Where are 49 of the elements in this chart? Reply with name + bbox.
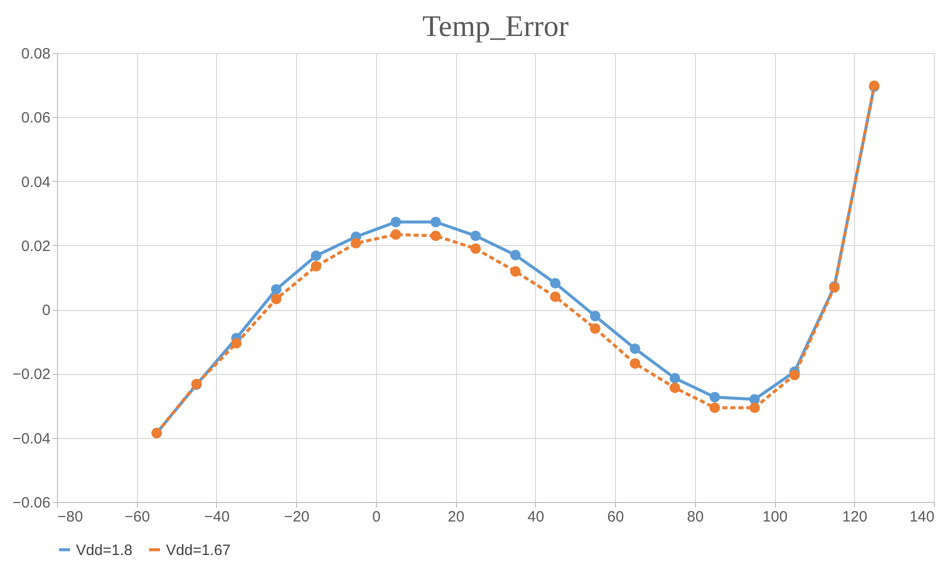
y-tick-label: −0.02 (12, 366, 50, 384)
y-tick-label: −0.06 (12, 494, 50, 512)
x-tick-label: 140 (909, 508, 934, 526)
point (271, 294, 282, 304)
y-tick-label: −0.04 (12, 430, 50, 448)
chart-title: Temp_Error (422, 10, 569, 43)
x-tick-label: 80 (686, 508, 704, 526)
point (749, 402, 760, 413)
x-tick-label: 20 (448, 508, 464, 526)
x-tick-label: −60 (124, 508, 150, 526)
point (630, 343, 640, 354)
point (470, 230, 481, 242)
point (470, 243, 481, 254)
point (670, 372, 680, 384)
x-tick-label: −20 (284, 508, 310, 526)
y-tick-label: 0.02 (21, 238, 50, 255)
point (390, 229, 402, 240)
point (430, 230, 441, 242)
point (670, 382, 680, 394)
y-tick-label: 0.04 (21, 174, 50, 191)
point (231, 338, 242, 348)
y-tick-label: 0 (42, 302, 50, 320)
x-tick-label: 60 (607, 508, 624, 526)
point (350, 238, 362, 248)
point (710, 392, 720, 402)
point (510, 266, 521, 277)
x-tick-label: −40 (204, 508, 230, 526)
point (430, 216, 441, 228)
legend-label: Vdd=1.67 (166, 542, 231, 559)
point (789, 370, 800, 380)
point (590, 323, 600, 334)
x-tick-label: 120 (842, 508, 868, 526)
x-tick-label: 100 (762, 508, 788, 526)
x-tick-label: 40 (528, 508, 544, 526)
point (510, 250, 521, 260)
point (710, 402, 720, 413)
point (550, 278, 561, 289)
point (630, 358, 640, 369)
point (310, 261, 322, 272)
x-tick-label: 0 (372, 508, 381, 526)
point (271, 284, 282, 295)
legend-label: Vdd=1.8 (76, 542, 132, 559)
y-tick-label: 0.06 (21, 110, 50, 127)
point (590, 310, 600, 322)
x-tick-label: −80 (58, 508, 83, 526)
y-tick-label: 0.08 (21, 46, 50, 62)
point (310, 250, 322, 261)
point (390, 216, 402, 228)
point (550, 292, 561, 302)
